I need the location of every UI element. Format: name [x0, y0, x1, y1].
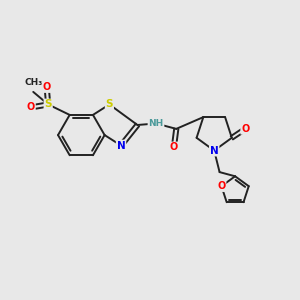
Text: N: N [210, 146, 219, 156]
Text: O: O [27, 102, 35, 112]
Text: NH: NH [148, 119, 164, 128]
Text: O: O [43, 82, 51, 92]
Text: S: S [106, 99, 113, 110]
Text: N: N [117, 140, 125, 151]
Text: O: O [170, 142, 178, 152]
Text: S: S [44, 99, 52, 110]
Text: O: O [217, 181, 226, 191]
Text: CH₃: CH₃ [24, 78, 42, 87]
Text: O: O [241, 124, 249, 134]
